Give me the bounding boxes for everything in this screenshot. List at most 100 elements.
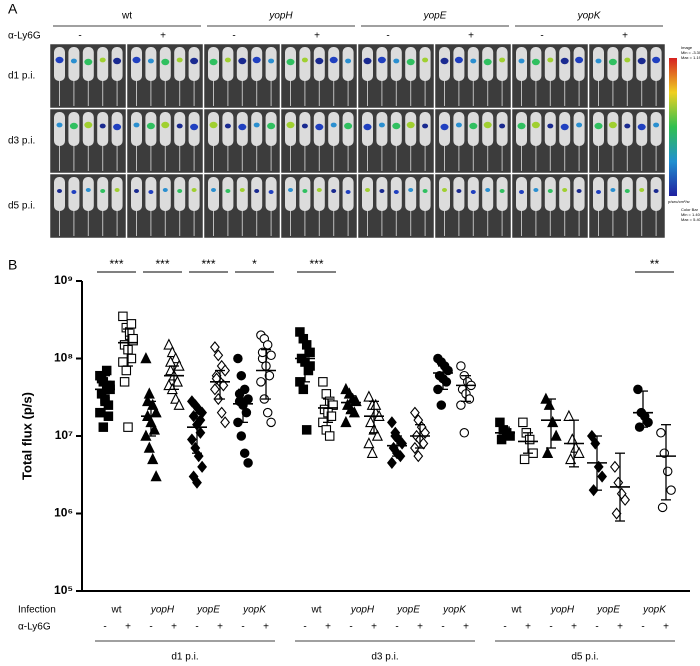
- data-point: [657, 502, 668, 513]
- data-point: [173, 398, 185, 410]
- signal: [209, 121, 218, 129]
- mouse: [607, 112, 619, 146]
- signal: [268, 58, 275, 64]
- data-point: [409, 441, 420, 455]
- infection-label: yopK: [642, 605, 667, 616]
- mouse: [593, 47, 604, 81]
- mouse: [131, 112, 142, 146]
- data-point: [397, 437, 408, 450]
- mouse: [188, 177, 200, 211]
- data-point: [563, 409, 575, 421]
- timepoint-label: d1 p.i.: [171, 652, 198, 663]
- signal: [268, 190, 274, 194]
- signal: [485, 188, 491, 192]
- data-point: [363, 437, 375, 449]
- mouse: [544, 112, 556, 146]
- mouse: [376, 47, 388, 81]
- treatment-label: +: [160, 31, 166, 42]
- signal: [608, 58, 617, 66]
- data-point: [597, 470, 608, 483]
- signal: [393, 190, 399, 194]
- signal: [379, 189, 385, 193]
- signal: [560, 57, 569, 65]
- signal: [442, 188, 447, 192]
- mouse: [419, 177, 431, 211]
- y-tick-label: 10⁹: [54, 273, 73, 287]
- significance-label: **: [650, 257, 660, 271]
- data-point: [542, 446, 554, 458]
- data-point: [301, 425, 312, 435]
- signal: [252, 56, 261, 64]
- mouse: [516, 47, 527, 81]
- signal: [133, 122, 140, 128]
- colorbar-text: Min = -3.30e3: [681, 50, 700, 55]
- data-point: [662, 466, 673, 477]
- signal: [469, 122, 478, 130]
- treatment-label: +: [125, 622, 131, 633]
- mouse: [621, 112, 633, 146]
- signal: [238, 57, 247, 65]
- mouse: [530, 112, 542, 146]
- signal: [134, 189, 139, 193]
- data-point: [150, 470, 162, 482]
- signal: [190, 123, 199, 131]
- signal: [288, 188, 293, 192]
- mouse: [650, 112, 662, 146]
- signal: [637, 57, 646, 65]
- mouse: [208, 177, 219, 211]
- signal: [84, 58, 93, 66]
- data-point: [118, 357, 128, 367]
- signal: [316, 188, 322, 192]
- data-point: [371, 429, 383, 441]
- mouse: [453, 47, 465, 81]
- mouse: [530, 177, 542, 211]
- signal: [499, 123, 506, 129]
- data-point: [266, 350, 276, 361]
- signal: [378, 122, 385, 128]
- mouse: [405, 112, 417, 146]
- timepoint-label: d5 p.i.: [571, 652, 598, 663]
- signal: [652, 56, 661, 64]
- mouse: [131, 177, 142, 211]
- mouse: [650, 47, 662, 81]
- signal: [440, 123, 449, 131]
- treatment-label: +: [263, 622, 269, 633]
- mouse: [54, 177, 65, 211]
- data-point: [266, 417, 276, 428]
- signal: [69, 122, 78, 130]
- data-point: [456, 400, 466, 410]
- significance-label: ***: [201, 257, 215, 271]
- mouse: [362, 177, 373, 211]
- signal: [422, 123, 429, 129]
- signal: [345, 58, 352, 64]
- data-point: [620, 493, 631, 506]
- signal: [406, 121, 415, 129]
- mouse: [390, 47, 402, 81]
- signal: [345, 190, 351, 194]
- data-point: [436, 400, 447, 410]
- treatment-label: +: [617, 622, 623, 633]
- signal: [113, 123, 122, 131]
- signal: [594, 122, 603, 130]
- y-tick-label: 10⁷: [55, 428, 73, 442]
- signal: [331, 189, 337, 193]
- data-point: [643, 417, 653, 428]
- data-point: [121, 365, 132, 376]
- signal: [254, 189, 260, 193]
- colorbar: [669, 58, 677, 196]
- data-point: [386, 456, 397, 469]
- mouse: [97, 177, 109, 211]
- signal: [99, 123, 106, 129]
- data-point: [123, 422, 133, 432]
- mouse: [621, 47, 633, 81]
- data-point: [326, 411, 337, 421]
- significance-label: ***: [109, 257, 123, 271]
- signal: [624, 123, 631, 129]
- signal: [147, 58, 154, 64]
- treatment-label: -: [103, 622, 106, 633]
- data-point: [140, 352, 152, 364]
- treatment-label: -: [503, 622, 506, 633]
- colorbar-text: Image: [681, 45, 693, 50]
- significance-label: ***: [309, 257, 323, 271]
- signal: [113, 57, 122, 65]
